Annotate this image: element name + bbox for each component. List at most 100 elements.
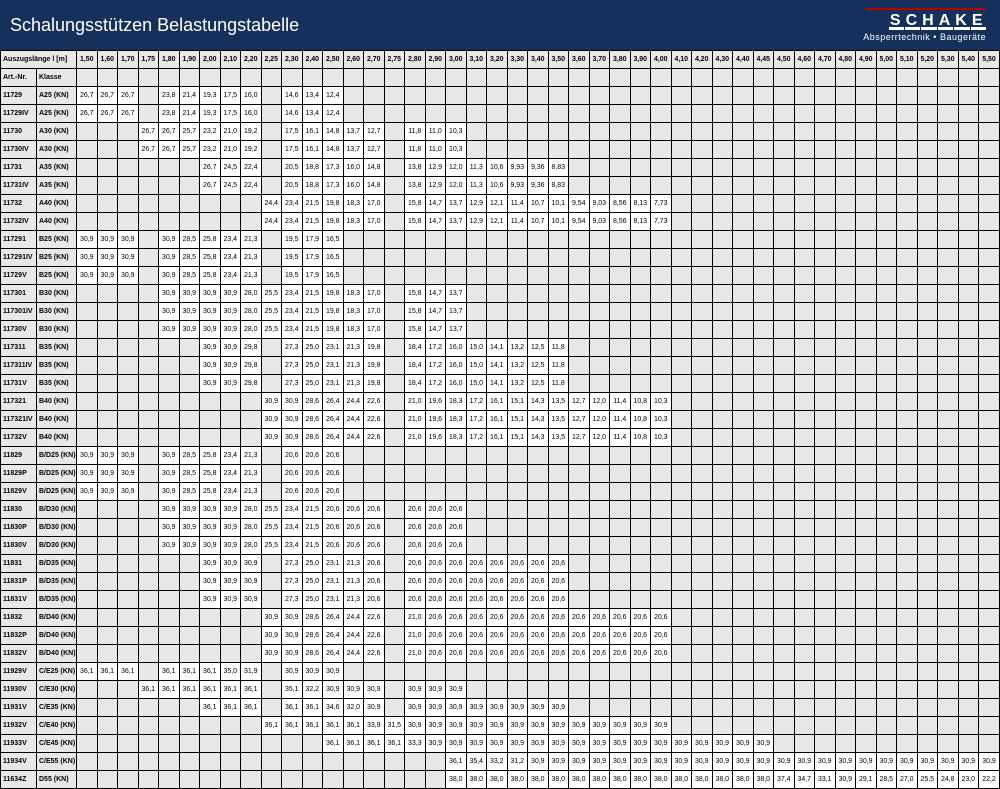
data-cell xyxy=(774,87,795,105)
data-cell xyxy=(774,555,795,573)
col-header: 3,00 xyxy=(446,51,467,69)
art-nr: 11830P xyxy=(1,519,37,537)
data-cell: 20,6 xyxy=(466,573,487,591)
data-cell xyxy=(528,303,549,321)
data-cell xyxy=(835,357,856,375)
data-cell: 16,1 xyxy=(487,393,508,411)
data-cell xyxy=(876,663,897,681)
data-cell xyxy=(220,627,241,645)
data-cell: 10,6 xyxy=(487,159,508,177)
art-nr: 117311IV xyxy=(1,357,37,375)
data-cell: 38,0 xyxy=(466,771,487,789)
klasse: A35 (KN) xyxy=(37,159,77,177)
data-cell xyxy=(753,537,774,555)
data-cell: 13,4 xyxy=(302,105,323,123)
data-cell xyxy=(97,573,118,591)
data-cell: 28,5 xyxy=(876,771,897,789)
data-cell: 21,0 xyxy=(220,123,241,141)
data-cell xyxy=(261,105,282,123)
data-cell: 14,6 xyxy=(282,105,303,123)
data-cell xyxy=(610,285,631,303)
data-cell xyxy=(876,501,897,519)
data-cell: 13,2 xyxy=(507,339,528,357)
data-cell: 20,6 xyxy=(343,537,364,555)
data-cell xyxy=(897,483,918,501)
data-cell xyxy=(917,285,938,303)
data-cell xyxy=(917,537,938,555)
klasse: D55 (KN) xyxy=(37,771,77,789)
data-cell xyxy=(77,141,98,159)
data-cell: 20,6 xyxy=(323,465,344,483)
data-cell xyxy=(528,231,549,249)
data-cell xyxy=(835,573,856,591)
data-cell xyxy=(77,591,98,609)
data-cell xyxy=(548,501,569,519)
data-cell xyxy=(753,159,774,177)
data-cell: 15,8 xyxy=(405,285,426,303)
data-cell xyxy=(876,699,897,717)
data-cell: 17,3 xyxy=(323,159,344,177)
data-cell xyxy=(77,537,98,555)
data-cell: 20,6 xyxy=(343,519,364,537)
data-cell xyxy=(589,573,610,591)
data-cell: 22,6 xyxy=(364,627,385,645)
data-cell: 14,1 xyxy=(487,339,508,357)
data-cell xyxy=(835,735,856,753)
data-cell: 12,9 xyxy=(425,177,446,195)
data-cell: 19,8 xyxy=(364,339,385,357)
data-cell: 30,9 xyxy=(77,447,98,465)
data-cell xyxy=(958,645,979,663)
data-cell xyxy=(671,645,692,663)
data-cell xyxy=(118,321,139,339)
data-cell: 33,3 xyxy=(405,735,426,753)
data-cell xyxy=(589,339,610,357)
data-cell xyxy=(835,321,856,339)
data-cell xyxy=(938,141,959,159)
data-cell xyxy=(241,195,262,213)
data-cell xyxy=(815,735,836,753)
data-cell: 10,1 xyxy=(548,195,569,213)
data-cell: 21,3 xyxy=(241,447,262,465)
data-cell: 30,9 xyxy=(589,717,610,735)
klasse: B40 (KN) xyxy=(37,411,77,429)
art-nr: 11934V xyxy=(1,753,37,771)
data-cell xyxy=(610,87,631,105)
data-cell xyxy=(753,177,774,195)
data-cell: 17,0 xyxy=(364,321,385,339)
data-cell: 30,9 xyxy=(241,573,262,591)
data-cell xyxy=(856,393,877,411)
data-cell xyxy=(774,303,795,321)
data-cell: 30,9 xyxy=(958,753,979,771)
data-cell: 20,6 xyxy=(466,645,487,663)
data-cell: 15,0 xyxy=(466,375,487,393)
data-cell xyxy=(466,249,487,267)
data-cell xyxy=(651,159,672,177)
data-cell xyxy=(261,159,282,177)
data-cell: 12,5 xyxy=(528,375,549,393)
data-cell xyxy=(97,519,118,537)
data-cell xyxy=(979,717,1000,735)
data-cell xyxy=(712,681,733,699)
data-cell: 8,83 xyxy=(548,159,569,177)
data-cell xyxy=(733,699,754,717)
data-cell xyxy=(200,717,221,735)
data-cell: 14,3 xyxy=(528,429,549,447)
data-cell xyxy=(179,195,200,213)
data-cell xyxy=(876,411,897,429)
data-cell xyxy=(958,627,979,645)
data-cell xyxy=(569,555,590,573)
data-cell xyxy=(651,303,672,321)
data-cell xyxy=(425,249,446,267)
data-cell xyxy=(118,645,139,663)
art-nr: 11830 xyxy=(1,501,37,519)
data-cell: 21,3 xyxy=(241,231,262,249)
data-cell: 30,9 xyxy=(425,717,446,735)
data-cell xyxy=(261,177,282,195)
data-cell xyxy=(610,465,631,483)
data-cell xyxy=(671,195,692,213)
data-cell xyxy=(220,735,241,753)
data-cell xyxy=(528,447,549,465)
data-cell xyxy=(897,375,918,393)
data-cell xyxy=(487,483,508,501)
data-cell xyxy=(569,285,590,303)
